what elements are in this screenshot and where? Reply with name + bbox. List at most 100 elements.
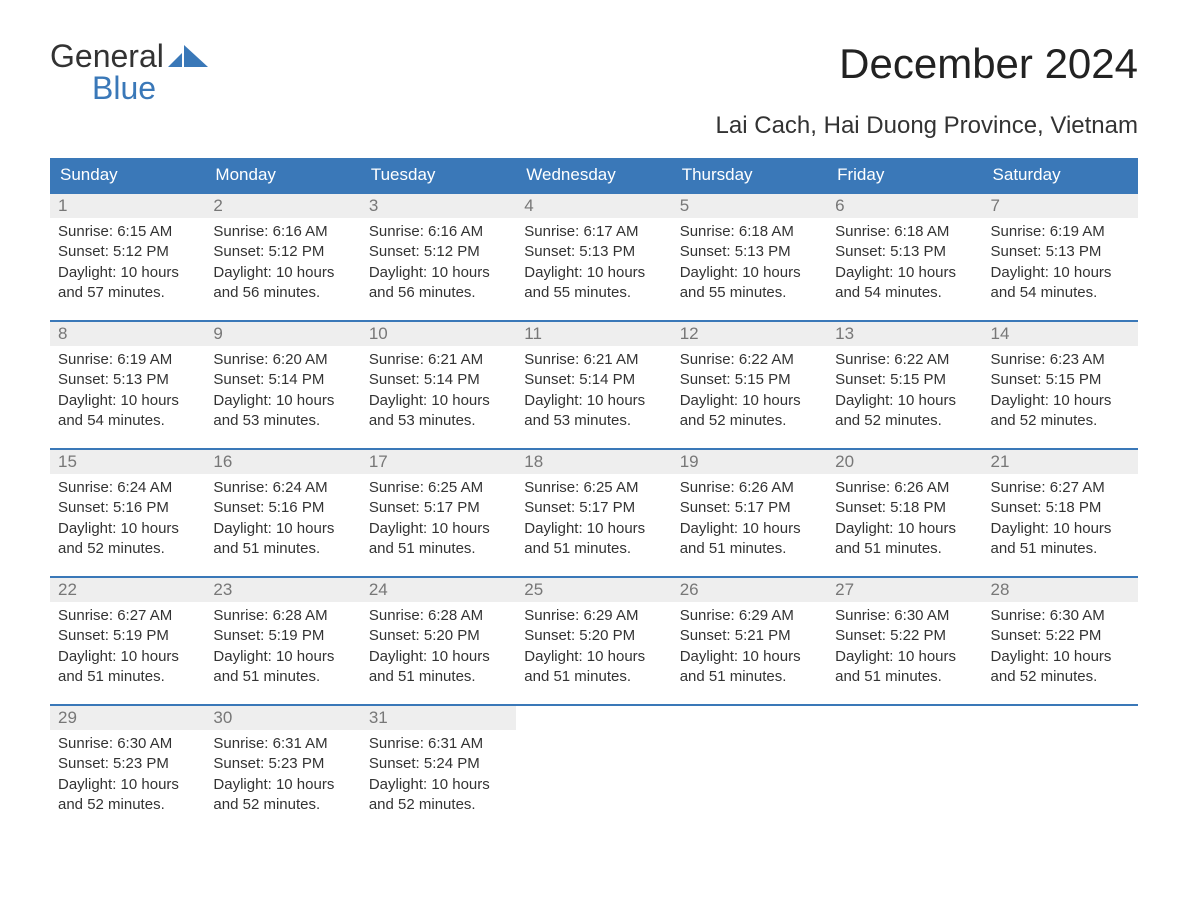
weekday-header: Saturday — [983, 158, 1138, 193]
day-number: 21 — [983, 450, 1138, 474]
daylight-line: Daylight: 10 hours and 52 minutes. — [213, 775, 352, 816]
day-number: 10 — [361, 322, 516, 346]
day-details: Sunrise: 6:20 AMSunset: 5:14 PMDaylight:… — [205, 346, 360, 441]
sunset-line: Sunset: 5:17 PM — [524, 498, 663, 518]
day-details: Sunrise: 6:17 AMSunset: 5:13 PMDaylight:… — [516, 218, 671, 313]
daylight-line: Daylight: 10 hours and 52 minutes. — [835, 391, 974, 432]
sunrise-line: Sunrise: 6:21 AM — [524, 350, 663, 370]
day-details: Sunrise: 6:27 AMSunset: 5:19 PMDaylight:… — [50, 602, 205, 697]
sunrise-line: Sunrise: 6:26 AM — [835, 478, 974, 498]
weekday-header: Sunday — [50, 158, 205, 193]
daylight-line: Daylight: 10 hours and 56 minutes. — [213, 263, 352, 304]
sunset-line: Sunset: 5:18 PM — [835, 498, 974, 518]
daylight-line: Daylight: 10 hours and 51 minutes. — [680, 519, 819, 560]
sunset-line: Sunset: 5:16 PM — [213, 498, 352, 518]
calendar-day-cell: 10Sunrise: 6:21 AMSunset: 5:14 PMDayligh… — [361, 321, 516, 449]
calendar-day-cell: 16Sunrise: 6:24 AMSunset: 5:16 PMDayligh… — [205, 449, 360, 577]
sunrise-line: Sunrise: 6:16 AM — [369, 222, 508, 242]
day-details: Sunrise: 6:25 AMSunset: 5:17 PMDaylight:… — [361, 474, 516, 569]
sunrise-line: Sunrise: 6:28 AM — [213, 606, 352, 626]
day-number: 27 — [827, 578, 982, 602]
daylight-line: Daylight: 10 hours and 52 minutes. — [680, 391, 819, 432]
sunset-line: Sunset: 5:13 PM — [991, 242, 1130, 262]
day-details: Sunrise: 6:29 AMSunset: 5:21 PMDaylight:… — [672, 602, 827, 697]
day-details: Sunrise: 6:24 AMSunset: 5:16 PMDaylight:… — [205, 474, 360, 569]
day-number: 18 — [516, 450, 671, 474]
day-number: 24 — [361, 578, 516, 602]
sunset-line: Sunset: 5:16 PM — [58, 498, 197, 518]
day-number: 8 — [50, 322, 205, 346]
day-number: 3 — [361, 194, 516, 218]
day-number: 29 — [50, 706, 205, 730]
day-number: 6 — [827, 194, 982, 218]
sunset-line: Sunset: 5:15 PM — [680, 370, 819, 390]
calendar-day-cell: 22Sunrise: 6:27 AMSunset: 5:19 PMDayligh… — [50, 577, 205, 705]
calendar-day-cell: 27Sunrise: 6:30 AMSunset: 5:22 PMDayligh… — [827, 577, 982, 705]
calendar-week-row: 8Sunrise: 6:19 AMSunset: 5:13 PMDaylight… — [50, 321, 1138, 449]
day-number: 17 — [361, 450, 516, 474]
calendar-day-cell: 30Sunrise: 6:31 AMSunset: 5:23 PMDayligh… — [205, 705, 360, 833]
daylight-line: Daylight: 10 hours and 56 minutes. — [369, 263, 508, 304]
day-details: Sunrise: 6:29 AMSunset: 5:20 PMDaylight:… — [516, 602, 671, 697]
day-number: 14 — [983, 322, 1138, 346]
sunrise-line: Sunrise: 6:25 AM — [369, 478, 508, 498]
calendar-table: Sunday Monday Tuesday Wednesday Thursday… — [50, 158, 1138, 833]
calendar-day-cell — [827, 705, 982, 833]
calendar-day-cell — [983, 705, 1138, 833]
sunrise-line: Sunrise: 6:21 AM — [369, 350, 508, 370]
day-details: Sunrise: 6:16 AMSunset: 5:12 PMDaylight:… — [361, 218, 516, 313]
sunset-line: Sunset: 5:20 PM — [524, 626, 663, 646]
weekday-header: Thursday — [672, 158, 827, 193]
day-number: 22 — [50, 578, 205, 602]
day-number: 1 — [50, 194, 205, 218]
day-details: Sunrise: 6:19 AMSunset: 5:13 PMDaylight:… — [50, 346, 205, 441]
calendar-day-cell — [672, 705, 827, 833]
daylight-line: Daylight: 10 hours and 55 minutes. — [524, 263, 663, 304]
logo-word-1: General — [50, 40, 164, 72]
sunset-line: Sunset: 5:17 PM — [680, 498, 819, 518]
day-number: 15 — [50, 450, 205, 474]
daylight-line: Daylight: 10 hours and 53 minutes. — [213, 391, 352, 432]
sunrise-line: Sunrise: 6:27 AM — [58, 606, 197, 626]
calendar-day-cell: 18Sunrise: 6:25 AMSunset: 5:17 PMDayligh… — [516, 449, 671, 577]
calendar-week-row: 1Sunrise: 6:15 AMSunset: 5:12 PMDaylight… — [50, 193, 1138, 321]
day-number: 25 — [516, 578, 671, 602]
sunset-line: Sunset: 5:21 PM — [680, 626, 819, 646]
day-details: Sunrise: 6:31 AMSunset: 5:24 PMDaylight:… — [361, 730, 516, 825]
day-number: 2 — [205, 194, 360, 218]
calendar-day-cell: 4Sunrise: 6:17 AMSunset: 5:13 PMDaylight… — [516, 193, 671, 321]
daylight-line: Daylight: 10 hours and 51 minutes. — [58, 647, 197, 688]
sunrise-line: Sunrise: 6:18 AM — [680, 222, 819, 242]
calendar-day-cell: 7Sunrise: 6:19 AMSunset: 5:13 PMDaylight… — [983, 193, 1138, 321]
sunset-line: Sunset: 5:13 PM — [58, 370, 197, 390]
day-number: 9 — [205, 322, 360, 346]
daylight-line: Daylight: 10 hours and 51 minutes. — [524, 647, 663, 688]
day-details: Sunrise: 6:19 AMSunset: 5:13 PMDaylight:… — [983, 218, 1138, 313]
calendar-day-cell: 5Sunrise: 6:18 AMSunset: 5:13 PMDaylight… — [672, 193, 827, 321]
day-number: 11 — [516, 322, 671, 346]
sunrise-line: Sunrise: 6:25 AM — [524, 478, 663, 498]
day-details: Sunrise: 6:26 AMSunset: 5:17 PMDaylight:… — [672, 474, 827, 569]
sunset-line: Sunset: 5:24 PM — [369, 754, 508, 774]
sunrise-line: Sunrise: 6:28 AM — [369, 606, 508, 626]
sunset-line: Sunset: 5:15 PM — [991, 370, 1130, 390]
sunset-line: Sunset: 5:23 PM — [213, 754, 352, 774]
calendar-day-cell: 17Sunrise: 6:25 AMSunset: 5:17 PMDayligh… — [361, 449, 516, 577]
weekday-header: Monday — [205, 158, 360, 193]
weekday-header: Tuesday — [361, 158, 516, 193]
daylight-line: Daylight: 10 hours and 51 minutes. — [369, 519, 508, 560]
day-number: 19 — [672, 450, 827, 474]
sunset-line: Sunset: 5:12 PM — [369, 242, 508, 262]
sunrise-line: Sunrise: 6:19 AM — [991, 222, 1130, 242]
calendar-day-cell: 29Sunrise: 6:30 AMSunset: 5:23 PMDayligh… — [50, 705, 205, 833]
weekday-header-row: Sunday Monday Tuesday Wednesday Thursday… — [50, 158, 1138, 193]
sunset-line: Sunset: 5:15 PM — [835, 370, 974, 390]
daylight-line: Daylight: 10 hours and 53 minutes. — [524, 391, 663, 432]
calendar-day-cell: 19Sunrise: 6:26 AMSunset: 5:17 PMDayligh… — [672, 449, 827, 577]
daylight-line: Daylight: 10 hours and 52 minutes. — [58, 519, 197, 560]
location-text: Lai Cach, Hai Duong Province, Vietnam — [50, 112, 1138, 140]
day-details: Sunrise: 6:30 AMSunset: 5:22 PMDaylight:… — [983, 602, 1138, 697]
sunset-line: Sunset: 5:12 PM — [58, 242, 197, 262]
day-number: 20 — [827, 450, 982, 474]
day-details: Sunrise: 6:30 AMSunset: 5:22 PMDaylight:… — [827, 602, 982, 697]
